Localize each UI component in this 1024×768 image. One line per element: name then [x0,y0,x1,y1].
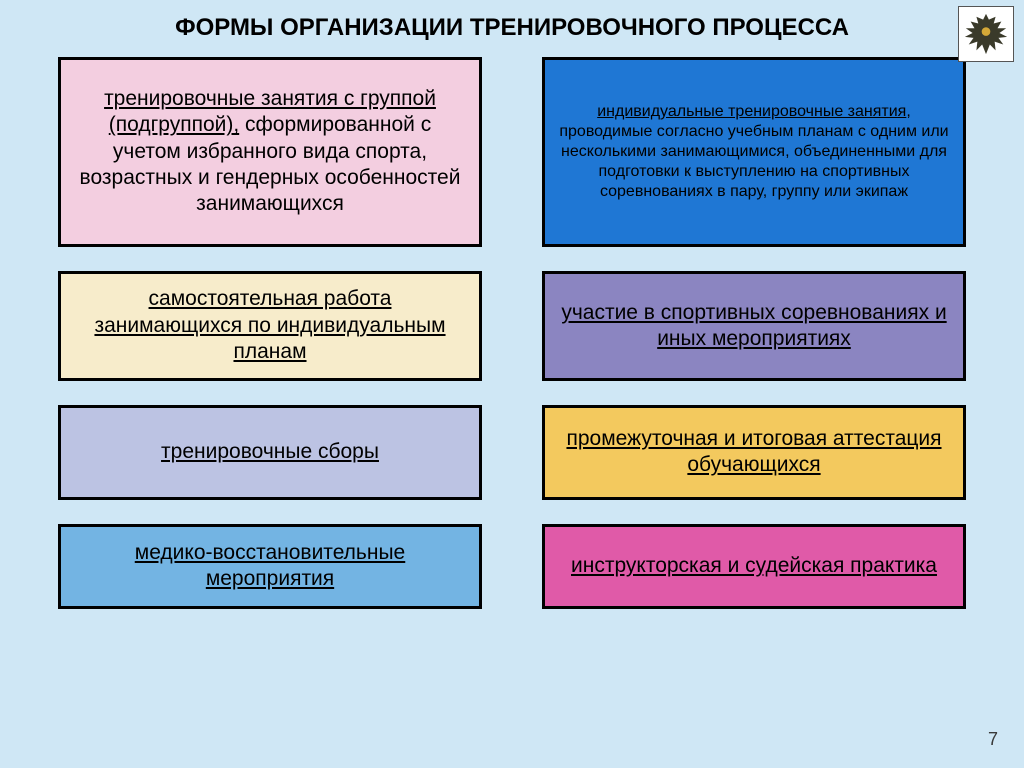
boxes-grid: тренировочные занятия с группой (подгруп… [30,57,994,609]
box-underlined: тренировочные сборы [161,440,379,463]
box-underlined: инструкторская и судейская практика [571,554,937,577]
page-number: 7 [988,729,998,750]
box-underlined: медико-восстановительные мероприятия [135,541,406,590]
box-underlined: промежуточная и итоговая аттестация обуч… [566,427,941,476]
slide-title: ФОРМЫ ОРГАНИЗАЦИИ ТРЕНИРОВОЧНОГО ПРОЦЕСС… [90,14,934,43]
eagle-icon [962,10,1010,58]
slide: ФОРМЫ ОРГАНИЗАЦИИ ТРЕНИРОВОЧНОГО ПРОЦЕСС… [0,0,1024,768]
box-self-work: самостоятельная работа занимающихся по и… [58,271,482,381]
box-underlined: индивидуальные тренировочные занятия [597,103,906,120]
box-competitions: участие в спортивных соревнованиях и ины… [542,271,966,381]
box-text: индивидуальные тренировочные занятия, пр… [559,102,949,202]
box-text: участие в спортивных соревнованиях и ины… [559,300,949,353]
box-medical: медико-восстановительные мероприятия [58,524,482,609]
box-training-camps: тренировочные сборы [58,405,482,500]
box-underlined: самостоятельная работа занимающихся по и… [94,287,445,363]
emblem-logo [958,6,1014,62]
box-text: медико-восстановительные мероприятия [75,540,465,593]
box-attestation: промежуточная и итоговая аттестация обуч… [542,405,966,500]
box-text: тренировочные занятия с группой (подгруп… [75,86,465,217]
box-underlined: участие в спортивных соревнованиях и ины… [561,301,946,350]
box-text: промежуточная и итоговая аттестация обуч… [559,426,949,479]
box-text: самостоятельная работа занимающихся по и… [75,286,465,365]
box-instructor: инструкторская и судейская практика [542,524,966,609]
box-text: инструкторская и судейская практика [559,553,949,579]
box-individual-training: индивидуальные тренировочные занятия, пр… [542,57,966,247]
box-group-training: тренировочные занятия с группой (подгруп… [58,57,482,247]
box-text: тренировочные сборы [75,439,465,465]
